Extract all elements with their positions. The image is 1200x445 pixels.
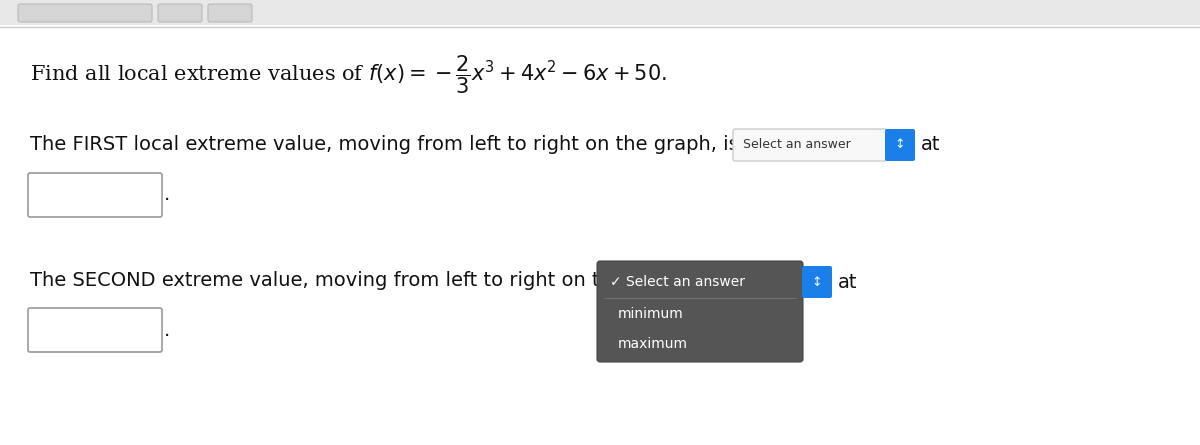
FancyBboxPatch shape (802, 266, 832, 298)
FancyBboxPatch shape (733, 129, 887, 161)
Text: at: at (838, 272, 858, 291)
Text: ↕: ↕ (811, 275, 822, 288)
Text: maximum: maximum (618, 337, 688, 351)
Text: .: . (164, 320, 170, 340)
FancyBboxPatch shape (598, 261, 803, 362)
Text: minimum: minimum (618, 307, 684, 321)
Text: .: . (164, 186, 170, 205)
Text: The SECOND extreme value, moving from left to right on the graph, is: The SECOND extreme value, moving from le… (30, 271, 715, 290)
Text: at: at (922, 135, 941, 154)
FancyBboxPatch shape (28, 308, 162, 352)
FancyBboxPatch shape (18, 4, 152, 22)
Text: ↕: ↕ (895, 138, 905, 151)
FancyBboxPatch shape (208, 4, 252, 22)
Text: Find all local extreme values of $f(x) = -\dfrac{2}{3}x^3 + 4x^2 - 6x + 50.$: Find all local extreme values of $f(x) =… (30, 54, 667, 96)
FancyBboxPatch shape (28, 173, 162, 217)
Text: The FIRST local extreme value, moving from left to right on the graph, is a: The FIRST local extreme value, moving fr… (30, 135, 757, 154)
Text: ✓ Select an answer: ✓ Select an answer (610, 275, 745, 289)
FancyBboxPatch shape (158, 4, 202, 22)
FancyBboxPatch shape (0, 0, 1200, 25)
FancyBboxPatch shape (886, 129, 916, 161)
Text: Select an answer: Select an answer (743, 138, 851, 151)
